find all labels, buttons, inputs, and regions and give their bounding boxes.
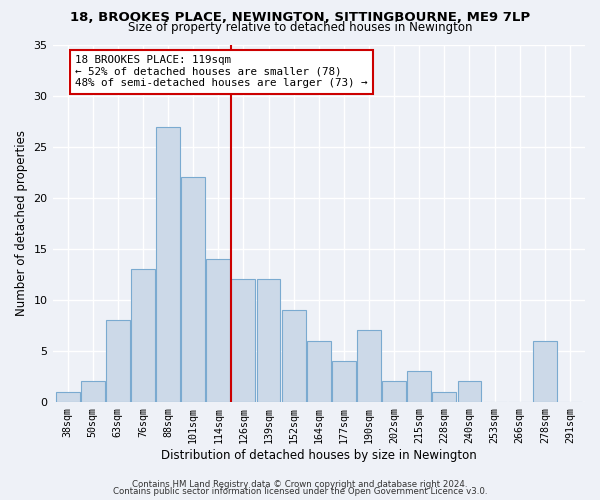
Bar (382, 382, 406, 402)
Bar (332, 361, 356, 402)
Bar (131, 269, 155, 402)
Text: Contains HM Land Registry data © Crown copyright and database right 2024.: Contains HM Land Registry data © Crown c… (132, 480, 468, 489)
Bar (433, 392, 456, 402)
Bar (81, 382, 104, 402)
Text: Size of property relative to detached houses in Newington: Size of property relative to detached ho… (128, 22, 472, 35)
Bar (206, 259, 230, 402)
Text: 18, BROOKES PLACE, NEWINGTON, SITTINGBOURNE, ME9 7LP: 18, BROOKES PLACE, NEWINGTON, SITTINGBOU… (70, 11, 530, 24)
Bar (106, 320, 130, 402)
Bar (407, 371, 431, 402)
Bar (56, 392, 80, 402)
Bar (458, 382, 481, 402)
X-axis label: Distribution of detached houses by size in Newington: Distribution of detached houses by size … (161, 450, 476, 462)
Bar (307, 340, 331, 402)
Bar (181, 178, 205, 402)
Bar (282, 310, 305, 402)
Text: Contains public sector information licensed under the Open Government Licence v3: Contains public sector information licen… (113, 488, 487, 496)
Bar (357, 330, 381, 402)
Bar (156, 126, 180, 402)
Bar (257, 280, 280, 402)
Y-axis label: Number of detached properties: Number of detached properties (15, 130, 28, 316)
Bar (533, 340, 557, 402)
Bar (232, 280, 256, 402)
Text: 18 BROOKES PLACE: 119sqm
← 52% of detached houses are smaller (78)
48% of semi-d: 18 BROOKES PLACE: 119sqm ← 52% of detach… (75, 55, 368, 88)
